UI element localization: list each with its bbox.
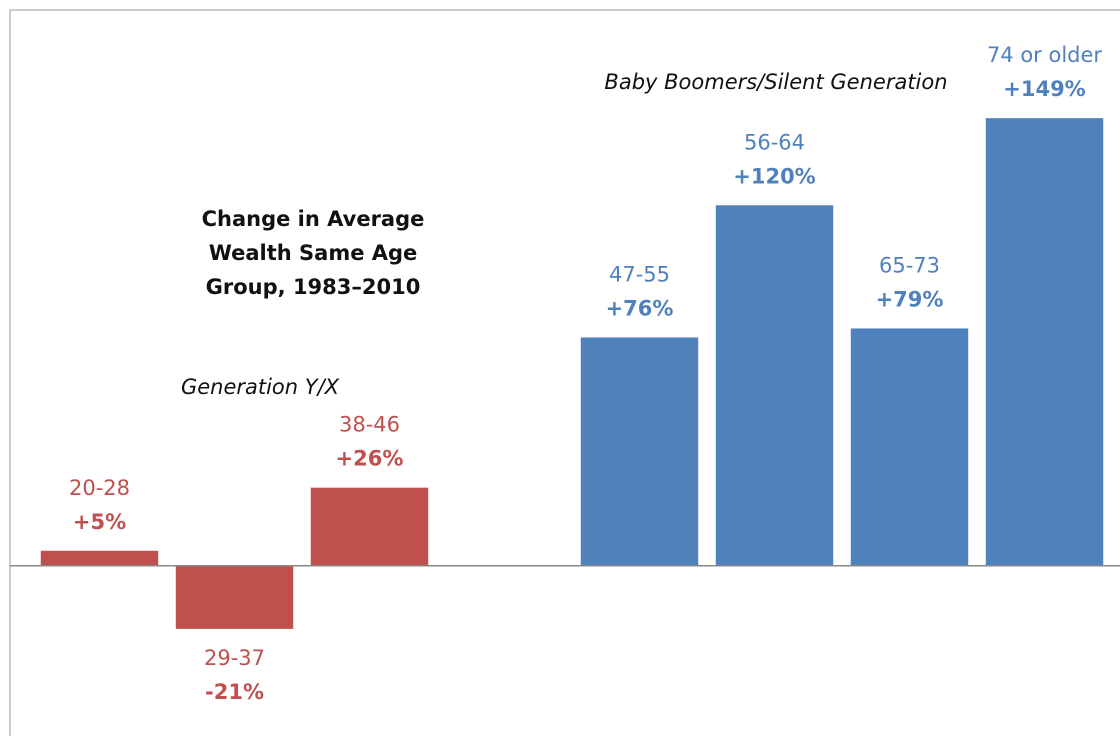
- category-label: 38-46: [339, 413, 400, 437]
- value-label: -21%: [205, 680, 264, 704]
- value-label: +76%: [606, 296, 674, 320]
- value-label: +149%: [1003, 77, 1085, 101]
- bar: [175, 565, 294, 629]
- group-annotation: Baby Boomers/Silent Generation: [604, 70, 947, 94]
- value-label: +79%: [876, 287, 944, 311]
- category-label: 74 or older: [987, 43, 1102, 67]
- bar: [580, 337, 699, 566]
- chart-title: Change in Average Wealth Same Age Group,…: [201, 207, 425, 299]
- category-label: 29-37: [204, 646, 265, 670]
- value-label: +120%: [733, 164, 815, 188]
- category-label: 56-64: [744, 130, 805, 154]
- bar: [715, 205, 834, 566]
- category-label: 65-73: [879, 253, 940, 277]
- value-label: +26%: [336, 447, 404, 471]
- chart-border: [9, 9, 1120, 736]
- value-label: +5%: [73, 510, 126, 534]
- bar: [40, 550, 159, 566]
- bar: [310, 487, 429, 566]
- category-label: 20-28: [69, 476, 130, 500]
- bar: [850, 328, 969, 566]
- group-annotation: Generation Y/X: [181, 375, 340, 399]
- bar: [985, 118, 1104, 566]
- category-label: 47-55: [609, 262, 670, 286]
